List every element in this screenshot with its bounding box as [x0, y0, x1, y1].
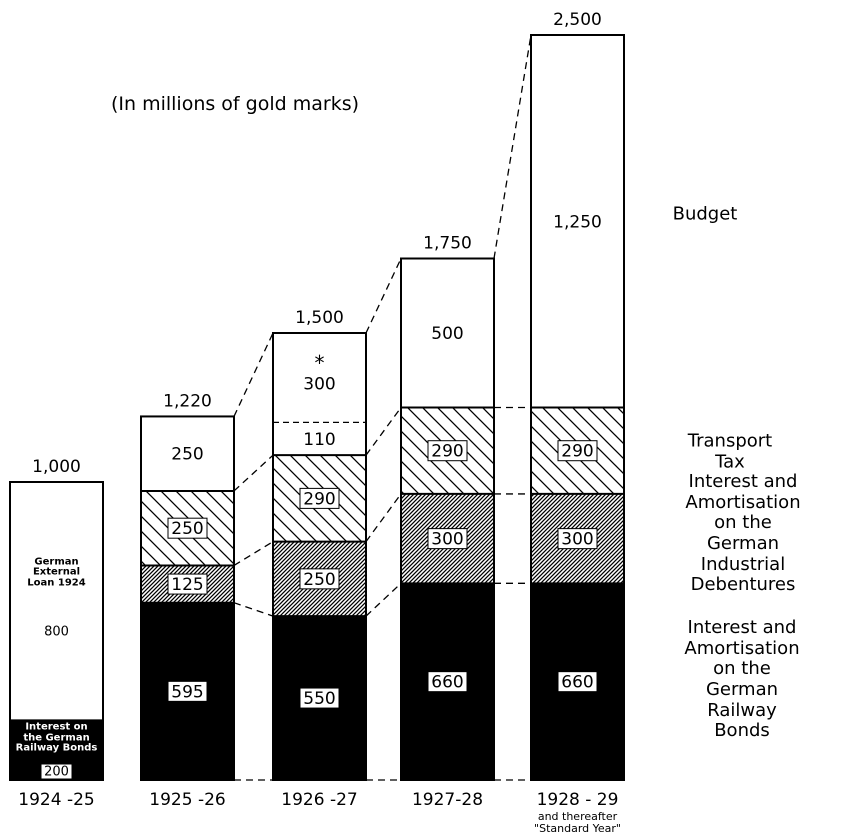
value-label-box [557, 671, 598, 693]
value-label: 290 [561, 442, 593, 462]
connector [365, 407, 402, 456]
value-label-box [427, 440, 468, 462]
subtitle: (In millions of gold marks) [110, 93, 360, 116]
bar-segment [531, 35, 624, 408]
value-label-box [299, 487, 340, 509]
value-label: 250 [171, 519, 203, 539]
total-label: 1,000 [32, 457, 81, 477]
bar-outline [9, 481, 104, 781]
bar-outline [400, 257, 495, 781]
value-label: 300 [303, 375, 335, 395]
value-label: 250 [171, 445, 203, 465]
connector [233, 454, 274, 492]
connector [365, 258, 402, 334]
note-mark: * [315, 351, 325, 375]
total-label: 1,500 [295, 308, 344, 328]
legend-label: Transport Tax [687, 430, 773, 472]
value-label: 595 [171, 682, 203, 702]
bar-outline [272, 332, 367, 781]
connector [365, 582, 402, 617]
category-note: and thereafter "Standard Year" [534, 810, 621, 835]
total-label: 1,750 [423, 234, 472, 254]
value-label: 290 [431, 442, 463, 462]
connector [365, 493, 402, 542]
x-tick-label: 1927-28 [412, 790, 483, 810]
bar-segment [401, 258, 494, 408]
connector [233, 541, 274, 566]
value-label: 800 [44, 625, 69, 640]
value-label-box [299, 568, 340, 590]
value-label: 550 [303, 689, 335, 709]
value-label-box [167, 680, 208, 702]
value-label-box [557, 440, 598, 462]
value-label: 660 [431, 673, 463, 693]
value-label: 500 [431, 324, 463, 344]
value-label-box [167, 517, 208, 539]
value-label-box [299, 687, 340, 709]
value-label-box [167, 573, 208, 595]
bar-segment [10, 482, 103, 721]
legend-label: Interest and Amortisation on the German … [685, 470, 801, 596]
value-label: 250 [303, 570, 335, 590]
bar-segment [273, 333, 366, 423]
x-tick-label: 1926 -27 [281, 790, 357, 810]
total-label: 2,500 [553, 10, 602, 30]
legend-label: Interest and Amortisation on the German … [684, 616, 800, 742]
legend-label: Budget [672, 203, 738, 225]
value-label: 290 [303, 489, 335, 509]
value-label: 110 [303, 430, 335, 450]
bar-segment [273, 422, 366, 456]
value-label: 125 [171, 575, 203, 595]
value-label: 1,250 [553, 212, 602, 232]
connector [233, 602, 274, 617]
segment-note: Interest on the German Railway Bonds [15, 721, 98, 754]
value-label: 200 [44, 765, 69, 780]
value-label-box [557, 528, 598, 550]
bar-segment [141, 416, 234, 491]
value-label-box [427, 528, 468, 550]
total-label: 1,220 [163, 391, 212, 411]
value-label-box [427, 671, 468, 693]
bar-outline [140, 415, 235, 781]
value-label: 300 [431, 530, 463, 550]
x-tick-label: 1925 -26 [149, 790, 225, 810]
connector [493, 34, 532, 259]
value-label: 660 [561, 673, 593, 693]
segment-note: German External Loan 1924 [27, 555, 86, 588]
value-label: 300 [561, 530, 593, 550]
x-tick-label: 1924 -25 [18, 790, 94, 810]
x-tick-label: 1928 - 29 [537, 790, 619, 810]
connector [233, 332, 274, 417]
